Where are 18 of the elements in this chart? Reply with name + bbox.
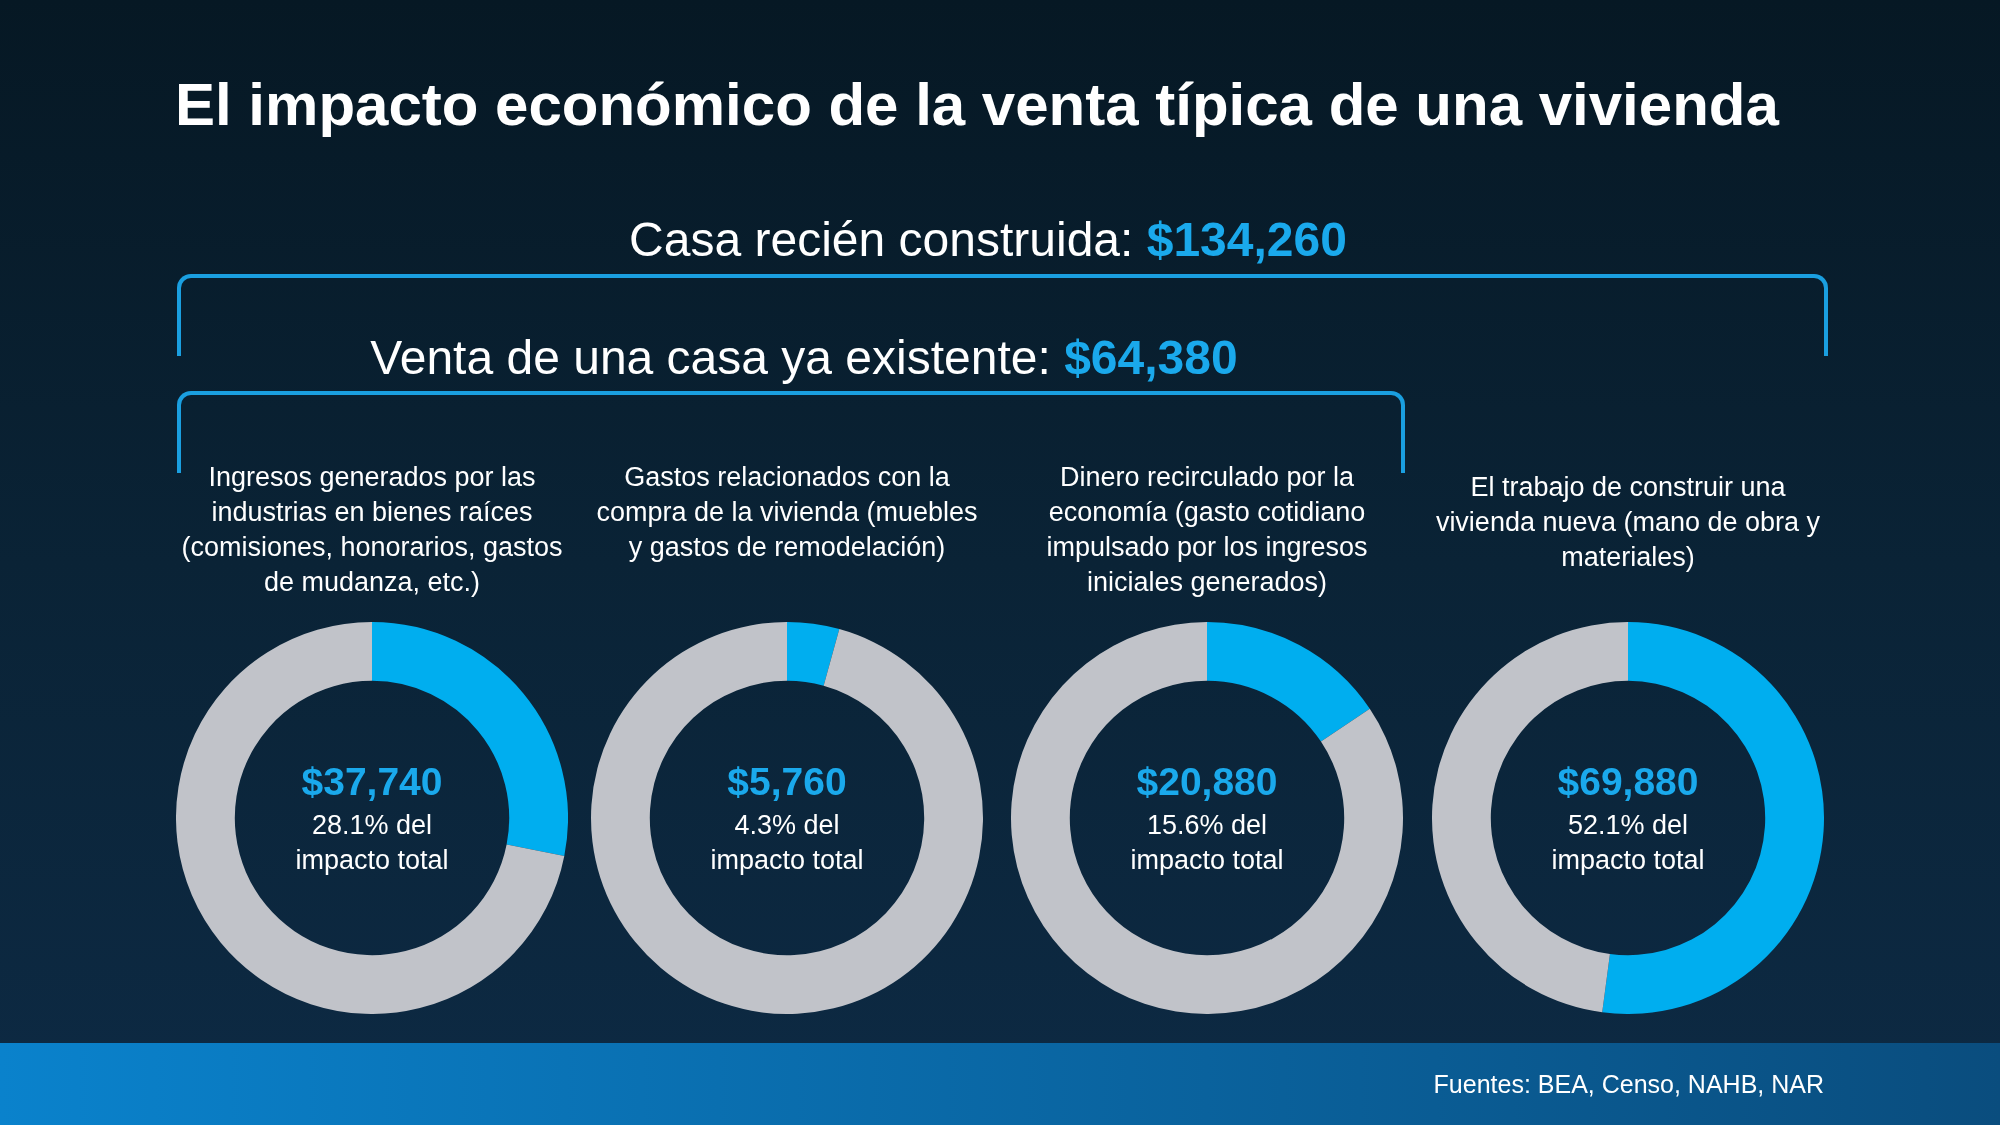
text: 4.3% del impacto total — [709, 809, 865, 877]
text: Venta de una casa ya existente: — [370, 331, 1052, 384]
text: 52.1% del impacto total — [1550, 809, 1706, 877]
chart-title: Gastos relacionados con la compra de la vivienda (muebles y gastos de remodelación) — [595, 461, 979, 564]
chart-title: Ingresos generados por las industrias en bienes raíces (comisiones, honorarios, gastos de mudanza, etc.) — [180, 461, 564, 599]
text: $69,880 — [1556, 760, 1700, 804]
text: $20,880 — [1135, 760, 1279, 804]
text: Casa recién construida: — [629, 213, 1135, 266]
text: $64,380 — [1064, 331, 1238, 384]
text: $37,740 — [300, 760, 444, 804]
text: $5,760 — [726, 760, 848, 804]
source-note: Fuentes: BEA, Censo, NAHB, NAR — [1433, 1070, 1824, 1099]
chart-title: El trabajo de construir una vivienda nueva (mano de obra y materiales) — [1434, 471, 1822, 574]
chart-title: Dinero recirculado por la economía (gasto cotidiano impulsado por los ingresos iniciales generados) — [1045, 461, 1369, 599]
text: El impacto económico de la venta típica de una vivienda — [175, 70, 1779, 139]
text: $134,260 — [1146, 213, 1347, 266]
text: 28.1% del impacto total — [294, 809, 450, 877]
text: 15.6% del impacto total — [1129, 809, 1285, 877]
